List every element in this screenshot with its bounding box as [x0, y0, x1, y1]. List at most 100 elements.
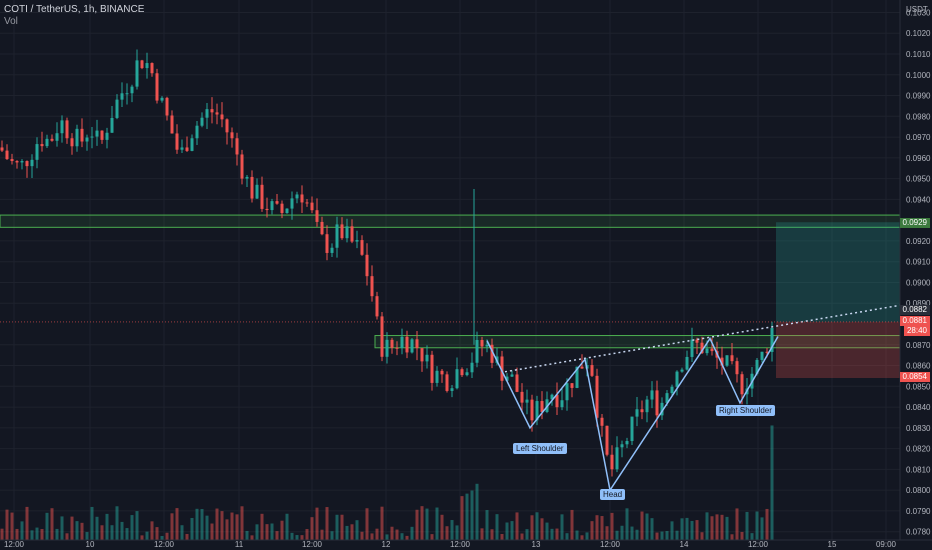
candle-body [390, 339, 394, 348]
candle-body [295, 194, 299, 199]
volume-bar [530, 515, 534, 540]
candle-body [60, 120, 64, 134]
candle-body [615, 447, 619, 470]
candle-body [770, 328, 774, 352]
candle-body [720, 357, 724, 366]
candle-body [385, 339, 389, 357]
volume-bar [370, 533, 374, 540]
chart-zones [0, 214, 901, 378]
candle-body [140, 60, 144, 69]
candle-body [550, 394, 554, 400]
volume-bar [610, 512, 614, 540]
volume-bar [400, 533, 404, 540]
candle-body [225, 119, 229, 133]
candle-body [370, 276, 374, 297]
volume-bar [710, 516, 714, 540]
volume-bar [605, 526, 609, 540]
candle-body [175, 133, 179, 150]
volume-bar [655, 532, 659, 540]
volume-bar [625, 508, 629, 540]
candle-body [625, 441, 629, 445]
candle-body [355, 240, 359, 242]
volume-bar [425, 508, 429, 540]
volume-bar [165, 532, 169, 540]
volume-bar [195, 508, 199, 540]
candle-body [650, 390, 654, 400]
candle-body [145, 63, 149, 69]
candle-body [220, 114, 224, 120]
candle-body [45, 138, 49, 147]
candle-body [200, 117, 204, 126]
volume-bar [620, 525, 624, 540]
neckline-dotted [504, 304, 901, 373]
candle-body [30, 159, 34, 167]
candle-body [245, 176, 249, 179]
volume-bar [300, 535, 304, 540]
candle-body [525, 399, 529, 403]
candle-body [670, 386, 674, 394]
volume-bar [615, 530, 619, 540]
volume-bar [150, 521, 154, 540]
candle-body [705, 348, 709, 354]
candle-body [535, 401, 539, 421]
time-tick-label: 12:00 [600, 540, 621, 549]
price-tick-label: 0.0780 [906, 528, 931, 537]
candle-body [40, 144, 44, 147]
volume-bar [500, 533, 504, 540]
price-tick-label: 0.0940 [906, 195, 931, 204]
volume-bars [0, 425, 774, 540]
volume-bar [135, 511, 139, 540]
volume-bar [90, 506, 94, 540]
stop-price-tag: 0.0854 [899, 372, 930, 382]
candle-body [120, 93, 124, 100]
candle-body [520, 391, 524, 403]
price-tick-label: 0.0790 [906, 507, 931, 516]
volume-bar [270, 523, 274, 540]
candle-body [180, 147, 184, 150]
volume-bar [325, 507, 329, 540]
volume-bar [20, 521, 24, 540]
volume-bar [520, 533, 524, 540]
candle-body [635, 409, 639, 417]
candle-body [85, 137, 89, 142]
candle-body [270, 201, 274, 211]
volume-bar [575, 530, 579, 540]
volume-bar [685, 517, 689, 540]
volume-bar [465, 493, 469, 540]
price-tick-label: 0.1000 [906, 71, 931, 80]
candle-body [155, 73, 159, 101]
candle-body [375, 296, 379, 317]
volume-bar [700, 532, 704, 540]
candle-body [130, 86, 134, 94]
candle-body [110, 117, 114, 133]
volume-bar [590, 521, 594, 540]
candle-body [440, 370, 444, 375]
volume-bar [215, 508, 219, 540]
candle-body [515, 374, 519, 392]
volume-bar [290, 532, 294, 540]
candle-body [450, 388, 454, 391]
volume-bar [765, 508, 769, 540]
candle-body [605, 425, 609, 455]
volume-bar [115, 506, 119, 540]
volume-bar [310, 517, 314, 540]
volume-bar [365, 508, 369, 540]
volume-label: Vol [4, 16, 18, 27]
volume-bar [360, 531, 364, 540]
candle-body [5, 150, 9, 160]
volume-bar [600, 516, 604, 540]
volume-bar [505, 522, 509, 540]
volume-bar [415, 509, 419, 540]
price-tick-label: 0.0820 [906, 445, 931, 454]
candle-body [160, 97, 164, 101]
price-tick-label: 0.0960 [906, 154, 931, 163]
volume-bar [200, 509, 204, 540]
candle-body [420, 348, 424, 362]
candle-body [70, 138, 74, 147]
volume-bar [730, 534, 734, 540]
candle-body [445, 374, 449, 391]
candle-body [310, 202, 314, 211]
candle-body [710, 348, 714, 352]
